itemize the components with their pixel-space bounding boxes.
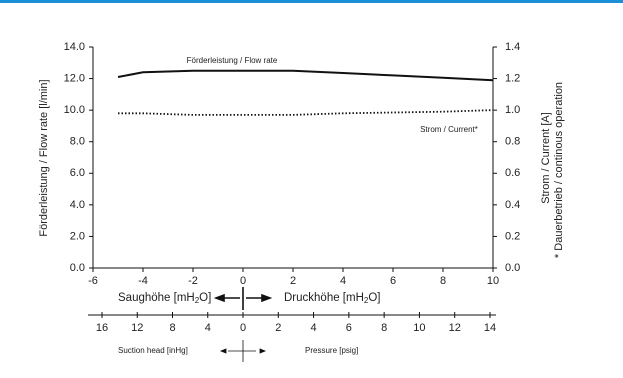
suction-label: Suction head [inHg] bbox=[118, 346, 188, 355]
y2-note: * Dauerbetrieb / continous operation bbox=[553, 82, 565, 258]
y-tick-label: 10.0 bbox=[64, 104, 85, 116]
suction-tick-label: 8 bbox=[169, 322, 175, 334]
y2-tick-label: 1.2 bbox=[505, 72, 520, 84]
small-arrows bbox=[219, 340, 267, 362]
x-tick-label: 10 bbox=[487, 275, 499, 287]
y2-tick-label: 1.0 bbox=[505, 104, 520, 116]
y2-axis-label: Strom / Current [A] bbox=[540, 112, 552, 204]
x-tick-label: 0 bbox=[240, 275, 246, 287]
y-tick-label: 0.0 bbox=[70, 262, 85, 274]
y2-tick-label: 0.8 bbox=[505, 136, 520, 148]
y-tick-label: 6.0 bbox=[70, 167, 85, 179]
pressure-tick-label: 0 bbox=[240, 322, 246, 334]
x-tick-label: -6 bbox=[88, 275, 98, 287]
series-line bbox=[117, 69, 494, 82]
y2-tick-label: 0.4 bbox=[505, 199, 520, 211]
suction-mh2o: Saughöhe [mH2O] bbox=[118, 292, 211, 305]
direction-arrows bbox=[213, 287, 273, 310]
suction-tick-label: 16 bbox=[96, 322, 108, 334]
label-part: Saughöhe [mH bbox=[118, 292, 195, 304]
y-tick-label: 4.0 bbox=[70, 199, 85, 211]
suction-tick-label: 12 bbox=[131, 322, 143, 334]
pressure-tick-label: 4 bbox=[311, 322, 317, 334]
x-tick-label: 6 bbox=[390, 275, 396, 287]
pressure-mh2o: Druckhöhe [mH2O] bbox=[284, 292, 380, 305]
label-part: O] bbox=[368, 292, 380, 304]
label-part: Druckhöhe [mH bbox=[284, 292, 364, 304]
suction-tick-label: 4 bbox=[205, 322, 211, 334]
y2-tick-label: 0.2 bbox=[505, 230, 520, 242]
y2-tick-label: 1.4 bbox=[505, 41, 520, 53]
pressure-tick-label: 8 bbox=[381, 322, 387, 334]
pressure-tick-label: 2 bbox=[275, 322, 281, 334]
pressure-tick-label: 6 bbox=[346, 322, 352, 334]
series-label: Förderleistung / Flow rate bbox=[187, 56, 278, 65]
pressure-tick-label: 10 bbox=[413, 322, 425, 334]
label-sub: 2 bbox=[364, 296, 369, 305]
y-tick-label: 2.0 bbox=[70, 230, 85, 242]
y2-tick-label: 0.0 bbox=[505, 262, 520, 274]
top-bar bbox=[0, 0, 623, 3]
pressure-tick-label: 12 bbox=[449, 322, 461, 334]
y-tick-label: 14.0 bbox=[64, 41, 85, 53]
x-tick-label: -4 bbox=[138, 275, 148, 287]
y-tick-label: 8.0 bbox=[70, 136, 85, 148]
series-line bbox=[118, 109, 494, 116]
series-label: Strom / Current* bbox=[420, 125, 478, 134]
y2-tick-label: 0.6 bbox=[505, 167, 520, 179]
x-tick-label: 8 bbox=[440, 275, 446, 287]
x-tick-label: -2 bbox=[188, 275, 198, 287]
label-sub: 2 bbox=[195, 296, 200, 305]
y-axis-label: Förderleistung / Flow rate [l/min] bbox=[38, 79, 50, 236]
label-part: O] bbox=[199, 292, 211, 304]
x-tick-label: 4 bbox=[340, 275, 346, 287]
pressure-label: Pressure [psig] bbox=[305, 346, 358, 355]
y-tick-label: 12.0 bbox=[64, 72, 85, 84]
x-tick-label: 2 bbox=[290, 275, 296, 287]
pressure-tick-label: 14 bbox=[484, 322, 496, 334]
